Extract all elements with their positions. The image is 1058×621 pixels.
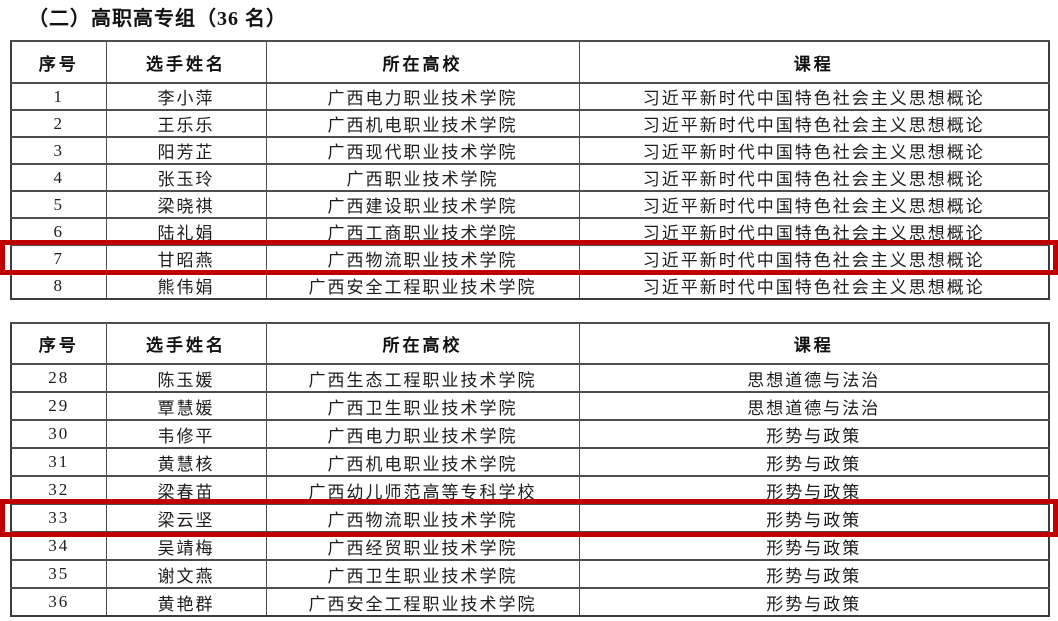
cell-no: 4 — [10, 163, 107, 192]
table-row: 35 谢文燕 广西卫生职业技术学院 形势与政策 — [10, 559, 1050, 589]
cell-name: 甘昭燕 — [105, 244, 267, 273]
cell-school: 广西工商职业技术学院 — [265, 217, 580, 246]
cell-name: 李小萍 — [105, 82, 267, 111]
cell-course: 习近平新时代中国特色社会主义思想概论 — [578, 163, 1050, 192]
table-row: 3 阳芳芷 广西现代职业技术学院 习近平新时代中国特色社会主义思想概论 — [10, 136, 1050, 165]
cell-course: 习近平新时代中国特色社会主义思想概论 — [578, 136, 1050, 165]
cell-name: 陆礼娟 — [105, 217, 267, 246]
cell-school: 广西机电职业技术学院 — [265, 447, 580, 477]
cell-school: 广西现代职业技术学院 — [265, 136, 580, 165]
column-header-number: 序号 — [10, 322, 107, 365]
cell-school: 广西安全工程职业技术学院 — [265, 271, 580, 300]
table-row: 31 黄慧核 广西机电职业技术学院 形势与政策 — [10, 447, 1050, 477]
cell-no: 3 — [10, 136, 107, 165]
cell-no: 30 — [10, 419, 107, 449]
header-row: 序号 选手姓名 所在高校 课程 — [10, 322, 1050, 365]
cell-no: 29 — [10, 391, 107, 421]
cell-no: 35 — [10, 559, 107, 589]
cell-course: 形势与政策 — [578, 559, 1050, 589]
cell-name: 黄慧核 — [105, 447, 267, 477]
cell-school: 广西卫生职业技术学院 — [265, 559, 580, 589]
cell-name: 梁晓祺 — [105, 190, 267, 219]
header-row: 序号 选手姓名 所在高校 课程 — [10, 40, 1050, 84]
cell-course: 形势与政策 — [578, 503, 1050, 533]
cell-school: 广西建设职业技术学院 — [265, 190, 580, 219]
table-row: 29 覃慧媛 广西卫生职业技术学院 思想道德与法治 — [10, 391, 1050, 421]
cell-no: 5 — [10, 190, 107, 219]
cell-school: 广西幼儿师范高等专科学校 — [265, 475, 580, 505]
cell-school: 广西安全工程职业技术学院 — [265, 587, 580, 617]
group-table-rows-1-8: 序号 选手姓名 所在高校 课程 1 李小萍 广西电力职业技术学院 习近平新时代中国特色… — [10, 40, 1050, 300]
cell-course: 习近平新时代中国特色社会主义思想概论 — [578, 271, 1050, 300]
column-header-name: 选手姓名 — [105, 322, 267, 365]
cell-name: 张玉玲 — [105, 163, 267, 192]
table-row: 34 吴靖梅 广西经贸职业技术学院 形势与政策 — [10, 531, 1050, 561]
cell-no: 31 — [10, 447, 107, 477]
cell-school: 广西电力职业技术学院 — [265, 419, 580, 449]
cell-no: 2 — [10, 109, 107, 138]
cell-course: 思想道德与法治 — [578, 363, 1050, 393]
cell-school: 广西物流职业技术学院 — [265, 503, 580, 533]
cell-course: 习近平新时代中国特色社会主义思想概论 — [578, 190, 1050, 219]
column-header-school: 所在高校 — [265, 40, 580, 84]
table-row: 8 熊伟娟 广西安全工程职业技术学院 习近平新时代中国特色社会主义思想概论 — [10, 271, 1050, 300]
cell-course: 形势与政策 — [578, 531, 1050, 561]
cell-no: 6 — [10, 217, 107, 246]
cell-no: 36 — [10, 587, 107, 617]
cell-name: 陈玉媛 — [105, 363, 267, 393]
cell-name: 阳芳芷 — [105, 136, 267, 165]
cell-name: 覃慧媛 — [105, 391, 267, 421]
table-row: 6 陆礼娟 广西工商职业技术学院 习近平新时代中国特色社会主义思想概论 — [10, 217, 1050, 246]
cell-course: 形势与政策 — [578, 587, 1050, 617]
cell-school: 广西物流职业技术学院 — [265, 244, 580, 273]
cell-course: 习近平新时代中国特色社会主义思想概论 — [578, 82, 1050, 111]
cell-course: 形势与政策 — [578, 475, 1050, 505]
cell-no: 32 — [10, 475, 107, 505]
cell-name: 黄艳群 — [105, 587, 267, 617]
cell-name: 吴靖梅 — [105, 531, 267, 561]
table-row-highlighted: 7 甘昭燕 广西物流职业技术学院 习近平新时代中国特色社会主义思想概论 — [10, 244, 1050, 273]
cell-school: 广西生态工程职业技术学院 — [265, 363, 580, 393]
cell-name: 韦修平 — [105, 419, 267, 449]
table-row: 28 陈玉媛 广西生态工程职业技术学院 思想道德与法治 — [10, 363, 1050, 393]
cell-name: 梁春苗 — [105, 475, 267, 505]
cell-name: 梁云坚 — [105, 503, 267, 533]
cell-no: 1 — [10, 82, 107, 111]
table-row: 5 梁晓祺 广西建设职业技术学院 习近平新时代中国特色社会主义思想概论 — [10, 190, 1050, 219]
cell-school: 广西职业技术学院 — [265, 163, 580, 192]
table-row: 2 王乐乐 广西机电职业技术学院 习近平新时代中国特色社会主义思想概论 — [10, 109, 1050, 138]
table-row: 32 梁春苗 广西幼儿师范高等专科学校 形势与政策 — [10, 475, 1050, 505]
cell-school: 广西卫生职业技术学院 — [265, 391, 580, 421]
cell-course: 习近平新时代中国特色社会主义思想概论 — [578, 109, 1050, 138]
cell-name: 谢文燕 — [105, 559, 267, 589]
column-header-name: 选手姓名 — [105, 40, 267, 84]
cell-course: 习近平新时代中国特色社会主义思想概论 — [578, 244, 1050, 273]
column-header-number: 序号 — [10, 40, 107, 84]
cell-course: 形势与政策 — [578, 419, 1050, 449]
section-title: （二）高职高专组（36 名） — [28, 8, 287, 30]
cell-school: 广西电力职业技术学院 — [265, 82, 580, 111]
table-row: 36 黄艳群 广西安全工程职业技术学院 形势与政策 — [10, 587, 1050, 617]
cell-no: 8 — [10, 271, 107, 300]
cell-name: 王乐乐 — [105, 109, 267, 138]
group-table-rows-28-36: 序号 选手姓名 所在高校 课程 28 陈玉媛 广西生态工程职业技术学院 思想道德与法治… — [10, 322, 1050, 617]
cell-no: 28 — [10, 363, 107, 393]
table-row: 4 张玉玲 广西职业技术学院 习近平新时代中国特色社会主义思想概论 — [10, 163, 1050, 192]
column-header-course: 课程 — [578, 40, 1050, 84]
cell-no: 34 — [10, 531, 107, 561]
cell-school: 广西机电职业技术学院 — [265, 109, 580, 138]
cell-course: 思想道德与法治 — [578, 391, 1050, 421]
table-row-highlighted: 33 梁云坚 广西物流职业技术学院 形势与政策 — [10, 503, 1050, 533]
cell-name: 熊伟娟 — [105, 271, 267, 300]
cell-school: 广西经贸职业技术学院 — [265, 531, 580, 561]
column-header-school: 所在高校 — [265, 322, 580, 365]
table-row: 30 韦修平 广西电力职业技术学院 形势与政策 — [10, 419, 1050, 449]
table-row: 1 李小萍 广西电力职业技术学院 习近平新时代中国特色社会主义思想概论 — [10, 82, 1050, 111]
cell-no: 7 — [10, 244, 107, 273]
column-header-course: 课程 — [578, 322, 1050, 365]
cell-course: 习近平新时代中国特色社会主义思想概论 — [578, 217, 1050, 246]
cell-no: 33 — [10, 503, 107, 533]
cell-course: 形势与政策 — [578, 447, 1050, 477]
